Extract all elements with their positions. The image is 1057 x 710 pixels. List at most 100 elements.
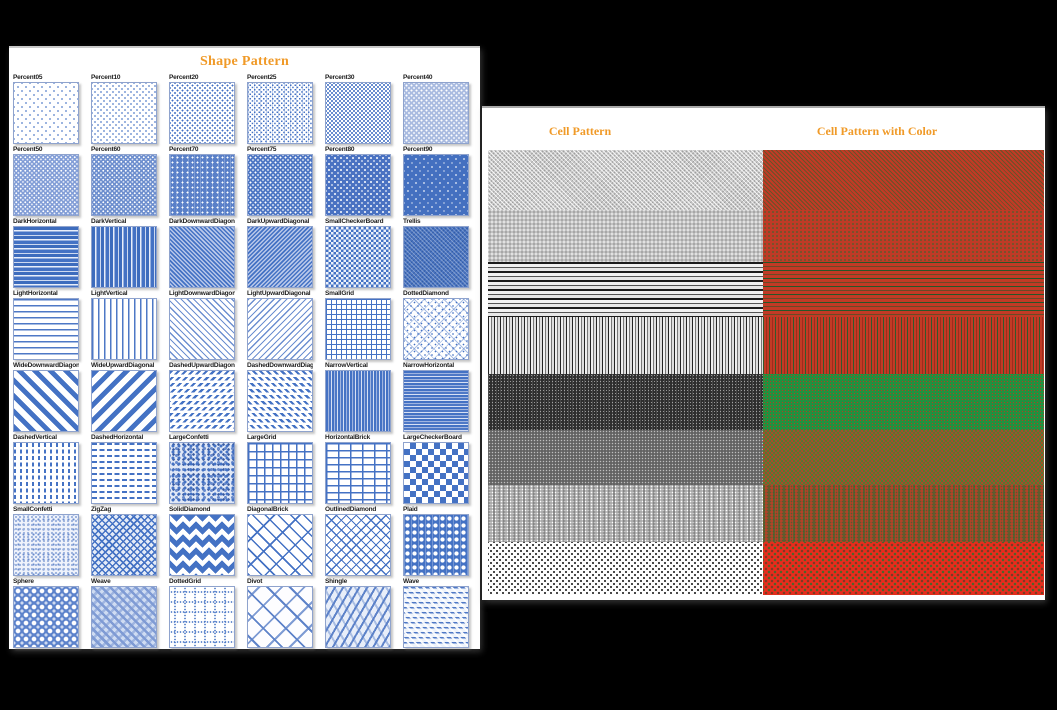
pattern-swatch: [325, 82, 391, 144]
cell-pattern-band-gray: [488, 317, 763, 374]
pattern-label: Percent75: [247, 146, 277, 153]
pattern-swatch: [169, 586, 235, 648]
cell-pattern-band-color: [763, 374, 1044, 430]
pattern-swatch: [13, 442, 79, 504]
pattern-swatch: [13, 154, 79, 216]
cell-pattern-band-gray: [488, 542, 763, 595]
pattern-band-row: [488, 542, 1044, 595]
pattern-label: DarkVertical: [91, 218, 127, 225]
pattern-swatch: [325, 442, 391, 504]
pattern-label: WideUpwardDiagonal: [91, 362, 155, 369]
pattern-label: LightUpwardDiagonal: [247, 290, 311, 297]
pattern-label: Percent50: [13, 146, 43, 153]
pattern-cell: DottedGrid: [169, 578, 235, 648]
pattern-swatch: [169, 154, 235, 216]
pattern-label: DarkDownwardDiagon: [169, 218, 235, 225]
pattern-cell: LightDownwardDiagon: [169, 290, 235, 360]
pattern-swatch: [325, 586, 391, 648]
shape-pattern-title: Shape Pattern: [199, 54, 290, 69]
cell-pattern-band-gray: [488, 430, 763, 485]
pattern-band-row: [488, 150, 1044, 210]
pattern-cell: SolidDiamond: [169, 506, 235, 576]
pattern-swatch: [247, 586, 313, 648]
cell-pattern-band-color: [763, 150, 1044, 210]
pattern-swatch: [13, 586, 79, 648]
pattern-swatch: [91, 586, 157, 648]
pattern-swatch: [403, 442, 469, 504]
shape-pattern-grid: Percent05 Percent10 Percent20 Percent25 …: [13, 74, 469, 648]
pattern-cell: Trellis: [403, 218, 469, 288]
pattern-swatch: [403, 82, 469, 144]
pattern-swatch: [169, 442, 235, 504]
pattern-label: Weave: [91, 578, 111, 585]
pattern-label: ZigZag: [91, 506, 112, 513]
pattern-label: LargeConfetti: [169, 434, 209, 441]
pattern-cell: SmallConfetti: [13, 506, 79, 576]
pattern-cell: NarrowHorizontal: [403, 362, 469, 432]
pattern-cell: Percent05: [13, 74, 79, 144]
pattern-cell: DarkUpwardDiagonal: [247, 218, 313, 288]
pattern-label: LargeGrid: [247, 434, 277, 441]
pattern-cell: Percent60: [91, 146, 157, 216]
pattern-swatch: [247, 370, 313, 432]
pattern-cell: DiagonalBrick: [247, 506, 313, 576]
pattern-swatch: [13, 370, 79, 432]
pattern-cell: DashedUpwardDiagon: [169, 362, 235, 432]
pattern-cell: Weave: [91, 578, 157, 648]
pattern-label: DashedHorizontal: [91, 434, 144, 441]
pattern-cell: DarkVertical: [91, 218, 157, 288]
pattern-cell: LightHorizontal: [13, 290, 79, 360]
pattern-label: DottedDiamond: [403, 290, 449, 297]
pattern-swatch: [325, 226, 391, 288]
cell-pattern-band-gray: [488, 150, 763, 210]
pattern-label: SolidDiamond: [169, 506, 211, 513]
pattern-swatch: [91, 154, 157, 216]
pattern-swatch: [169, 298, 235, 360]
pattern-cell: Wave: [403, 578, 469, 648]
pattern-label: Percent60: [91, 146, 121, 153]
pattern-swatch: [403, 298, 469, 360]
pattern-cell: Percent30: [325, 74, 391, 144]
pattern-swatch: [13, 82, 79, 144]
pattern-swatch: [91, 514, 157, 576]
pattern-cell: DarkHorizontal: [13, 218, 79, 288]
pattern-label: Trellis: [403, 218, 421, 225]
pattern-label: DarkUpwardDiagonal: [247, 218, 310, 225]
pattern-swatch: [247, 154, 313, 216]
cell-pattern-panel: Cell Pattern Cell Pattern with Color: [482, 106, 1045, 600]
pattern-label: LightHorizontal: [13, 290, 58, 297]
pattern-cell: HorizontalBrick: [325, 434, 391, 504]
pattern-label: Percent30: [325, 74, 355, 81]
cell-pattern-band-color: [763, 430, 1044, 485]
pattern-label: SmallCheckerBoard: [325, 218, 384, 225]
pattern-cell: WideDownwardDiagon: [13, 362, 79, 432]
pattern-band-row: [488, 485, 1044, 542]
cell-pattern-band-gray: [488, 262, 763, 317]
pattern-cell: Percent25: [247, 74, 313, 144]
pattern-swatch: [247, 442, 313, 504]
pattern-cell: Percent50: [13, 146, 79, 216]
pattern-swatch: [247, 298, 313, 360]
pattern-label: HorizontalBrick: [325, 434, 371, 441]
cell-pattern-band-color: [763, 542, 1044, 595]
pattern-swatch: [91, 370, 157, 432]
pattern-label: DashedVertical: [13, 434, 57, 441]
pattern-cell: Percent70: [169, 146, 235, 216]
pattern-swatch: [325, 298, 391, 360]
pattern-label: NarrowVertical: [325, 362, 368, 369]
pattern-label: Plaid: [403, 506, 418, 513]
pattern-swatch: [403, 370, 469, 432]
pattern-cell: Percent20: [169, 74, 235, 144]
pattern-cell: OutlinedDiamond: [325, 506, 391, 576]
pattern-cell: SmallCheckerBoard: [325, 218, 391, 288]
pattern-cell: Shingle: [325, 578, 391, 648]
pattern-cell: DashedHorizontal: [91, 434, 157, 504]
pattern-label: WideDownwardDiagon: [13, 362, 79, 369]
pattern-label: Percent20: [169, 74, 199, 81]
pattern-cell: NarrowVertical: [325, 362, 391, 432]
pattern-cell: Plaid: [403, 506, 469, 576]
pattern-swatch: [91, 442, 157, 504]
pattern-cell: LargeCheckerBoard: [403, 434, 469, 504]
pattern-cell: LightVertical: [91, 290, 157, 360]
pattern-swatch: [403, 154, 469, 216]
